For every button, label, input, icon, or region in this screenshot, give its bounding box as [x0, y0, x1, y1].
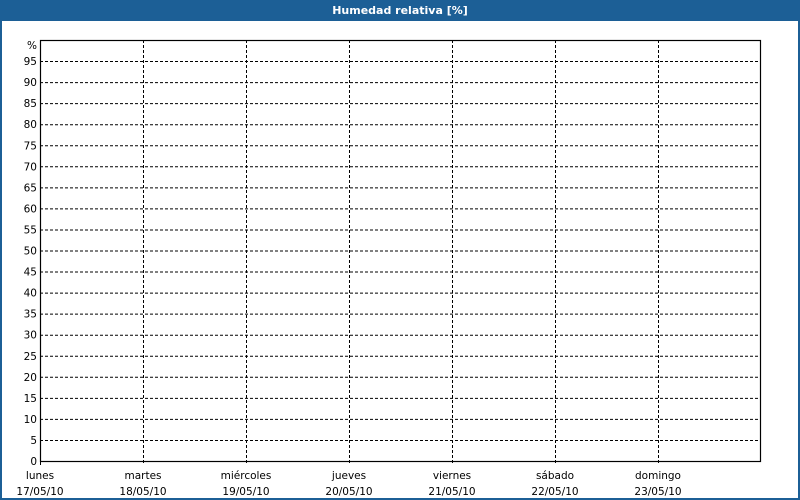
y-tick-label: 65: [24, 182, 37, 194]
y-tick-label: 70: [24, 161, 37, 173]
x-tick-day: jueves: [331, 470, 366, 482]
y-tick-label: 55: [24, 224, 37, 236]
y-tick-label: 45: [24, 267, 37, 279]
y-tick-label: 75: [24, 140, 37, 152]
y-tick-label: 40: [24, 288, 37, 300]
x-tick-day: miércoles: [221, 470, 272, 482]
y-tick-label: 15: [24, 393, 37, 405]
x-tick-date: 19/05/10: [222, 486, 269, 498]
y-tick-label: 20: [24, 372, 37, 384]
y-tick-label: 0: [30, 456, 37, 468]
x-tick-date: 17/05/10: [16, 486, 63, 498]
y-tick-label: 85: [24, 98, 37, 110]
x-tick-date: 21/05/10: [428, 486, 475, 498]
x-tick-date: 22/05/10: [531, 486, 578, 498]
y-tick-label: 50: [24, 246, 37, 258]
x-tick-day: lunes: [26, 470, 54, 482]
x-tick-date: 20/05/10: [325, 486, 372, 498]
plot-frame: [39, 39, 762, 463]
y-tick-label: 30: [24, 330, 37, 342]
y-axis-label: %: [27, 40, 37, 52]
x-tick-date: 18/05/10: [119, 486, 166, 498]
x-tick-day: domingo: [635, 470, 681, 482]
y-tick-label: 80: [24, 119, 37, 131]
y-tick-label: 35: [24, 309, 37, 321]
x-tick-date: 23/05/10: [634, 486, 681, 498]
x-tick-day: martes: [124, 470, 161, 482]
y-tick-label: 60: [24, 203, 37, 215]
y-tick-label: 95: [24, 56, 37, 68]
y-tick-label: 5: [30, 435, 37, 447]
y-tick-label: 10: [24, 414, 37, 426]
x-tick-day: viernes: [433, 470, 471, 482]
x-tick-day: sábado: [536, 470, 574, 482]
window-title: Humedad relativa [%]: [0, 0, 800, 21]
y-tick-label: 90: [24, 77, 37, 89]
y-tick-label: 25: [24, 351, 37, 363]
